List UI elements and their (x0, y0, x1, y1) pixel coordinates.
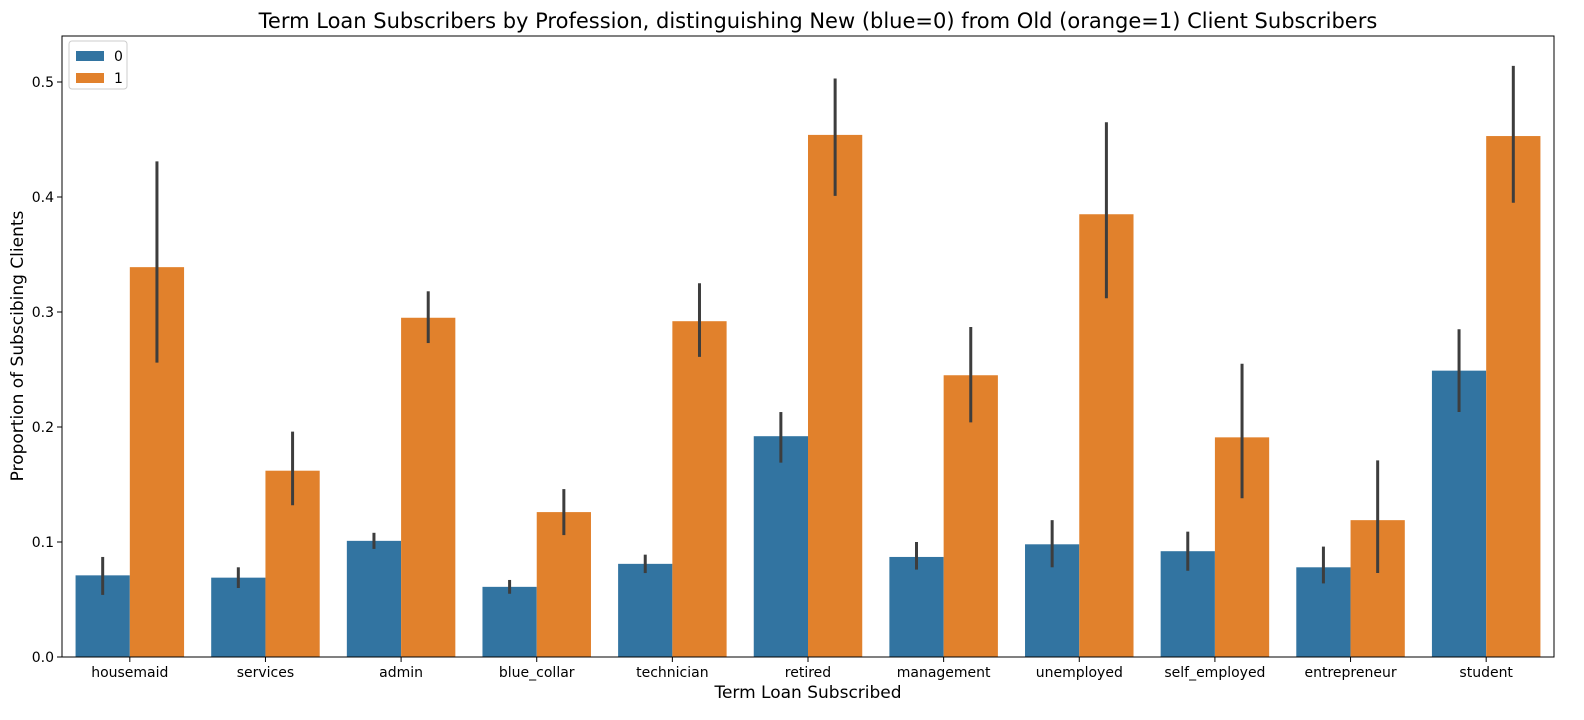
y-tick-label: 0.0 (32, 650, 54, 666)
y-axis-label: Proportion of Subscibing Clients (8, 210, 28, 481)
chart-title: Term Loan Subscribers by Profession, dis… (258, 9, 1378, 33)
x-tick-label-self_employed: self_employed (1164, 665, 1265, 681)
x-tick-label-student: student (1459, 665, 1513, 681)
bar-admin-series-0 (346, 540, 402, 657)
x-tick-label-unemployed: unemployed (1036, 665, 1123, 681)
legend-swatch-series-1 (76, 73, 104, 83)
bar-blue_collar-series-1 (536, 512, 591, 657)
y-tick-label: 0.1 (32, 535, 54, 551)
x-tick-label-blue_collar: blue_collar (499, 665, 575, 681)
bar-blue_collar-series-0 (482, 586, 537, 657)
bar-services-series-0 (211, 577, 266, 657)
x-tick-label-housemaid: housemaid (91, 665, 168, 681)
bar-retired-series-0 (753, 436, 808, 657)
bar-technician-series-0 (618, 563, 673, 657)
plot-area: 0.0 0.1 0.2 0.3 0.4 0.5 housemaid services admin… (32, 35, 1555, 681)
bar-admin-series-1 (401, 317, 456, 657)
x-tick-label-admin: admin (379, 665, 423, 681)
x-tick-label-entrepreneur: entrepreneur (1304, 665, 1396, 681)
x-tick-label-services: services (237, 665, 294, 681)
y-tick-label: 0.3 (32, 305, 54, 321)
bar-technician-series-1 (672, 321, 727, 657)
x-tick-label-management: management (897, 665, 991, 681)
x-tick-label-retired: retired (785, 665, 831, 681)
y-tick-label: 0.2 (32, 420, 54, 436)
y-tick-label: 0.4 (32, 190, 54, 206)
x-tick-label-technician: technician (636, 665, 708, 681)
bar-retired-series-1 (808, 134, 863, 657)
bar-management-series-0 (889, 556, 944, 657)
bar-student-series-1 (1486, 136, 1541, 658)
legend-label-series-1: 1 (114, 71, 123, 87)
y-tick-label: 0.5 (32, 75, 54, 91)
legend-label-series-0: 0 (114, 49, 123, 65)
x-axis-label: Term Loan Subscribed (713, 683, 901, 703)
bar-student-series-0 (1431, 370, 1487, 657)
legend-swatch-series-0 (76, 51, 104, 61)
